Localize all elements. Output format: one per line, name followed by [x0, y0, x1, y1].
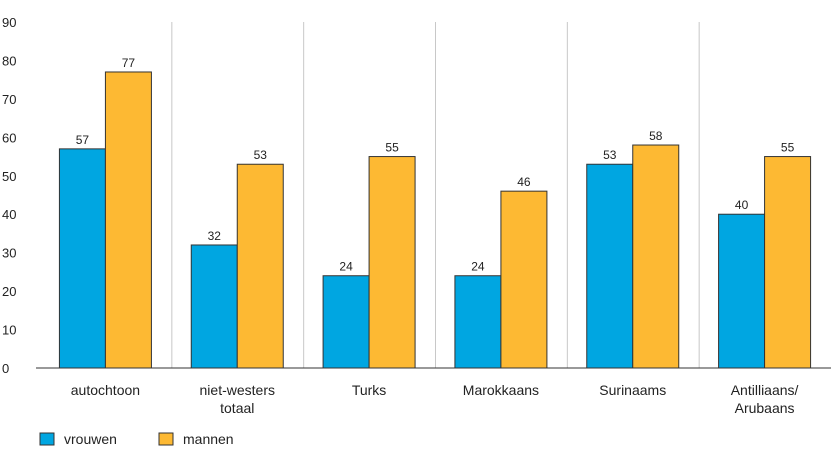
bar-vrouwen	[58, 148, 106, 369]
legend-swatch-mannen	[158, 432, 174, 446]
x-category-label: niet-westers	[200, 382, 275, 398]
x-category-label: Surinaams	[599, 382, 666, 398]
bar-mannen	[764, 156, 812, 369]
data-label: 46	[517, 175, 531, 189]
grid-layer	[171, 22, 700, 368]
x-category-label: Marokkaans	[463, 382, 539, 398]
x-category-label: autochtoon	[71, 382, 140, 398]
legend: vrouwen mannen	[39, 431, 234, 447]
y-tick-label: 20	[2, 284, 16, 299]
bar-vrouwen	[718, 213, 766, 369]
legend-swatch-vrouwen	[39, 432, 55, 446]
bar-vrouwen	[454, 275, 502, 369]
axis-layer: 0 10 20 30 40 50 60 70 80 90 autochtoon niet-wester…	[2, 15, 831, 416]
data-label: 53	[603, 148, 617, 162]
y-tick-label: 70	[2, 92, 16, 107]
x-category-label: Arubaans	[735, 400, 795, 416]
y-tick-label: 40	[2, 207, 16, 222]
y-tick-label: 50	[2, 169, 16, 184]
y-tick-label: 0	[2, 361, 9, 376]
y-tick-label: 30	[2, 246, 16, 261]
bar-vrouwen	[586, 163, 634, 369]
bar-vrouwen	[190, 244, 238, 369]
bar-mannen	[368, 156, 416, 369]
data-label: 40	[735, 198, 749, 212]
data-label: 55	[385, 141, 399, 155]
data-label: 55	[781, 141, 795, 155]
bar-vrouwen	[322, 275, 370, 369]
legend-label: vrouwen	[64, 431, 117, 447]
bar-mannen	[236, 163, 284, 369]
x-category-label: Turks	[352, 382, 386, 398]
y-tick-label: 10	[2, 323, 16, 338]
y-tick-label: 90	[2, 15, 16, 30]
data-label: 77	[122, 56, 136, 70]
bar-mannen	[104, 71, 152, 369]
x-category-label: Antilliaans/	[731, 382, 799, 398]
data-label: 24	[471, 260, 485, 274]
bars-layer	[58, 71, 812, 369]
bar-mannen	[500, 190, 548, 369]
x-category-label: totaal	[220, 400, 254, 416]
legend-label: mannen	[183, 431, 234, 447]
y-tick-label: 80	[2, 53, 16, 68]
bar-mannen	[632, 144, 680, 369]
labels-layer: 57 77 32 53 24 55 24 46 53 58 40 55	[76, 56, 795, 274]
data-label: 32	[208, 229, 222, 243]
data-label: 57	[76, 133, 90, 147]
data-label: 24	[339, 260, 353, 274]
data-label: 58	[649, 129, 663, 143]
data-label: 53	[254, 148, 268, 162]
y-tick-label: 60	[2, 130, 16, 145]
